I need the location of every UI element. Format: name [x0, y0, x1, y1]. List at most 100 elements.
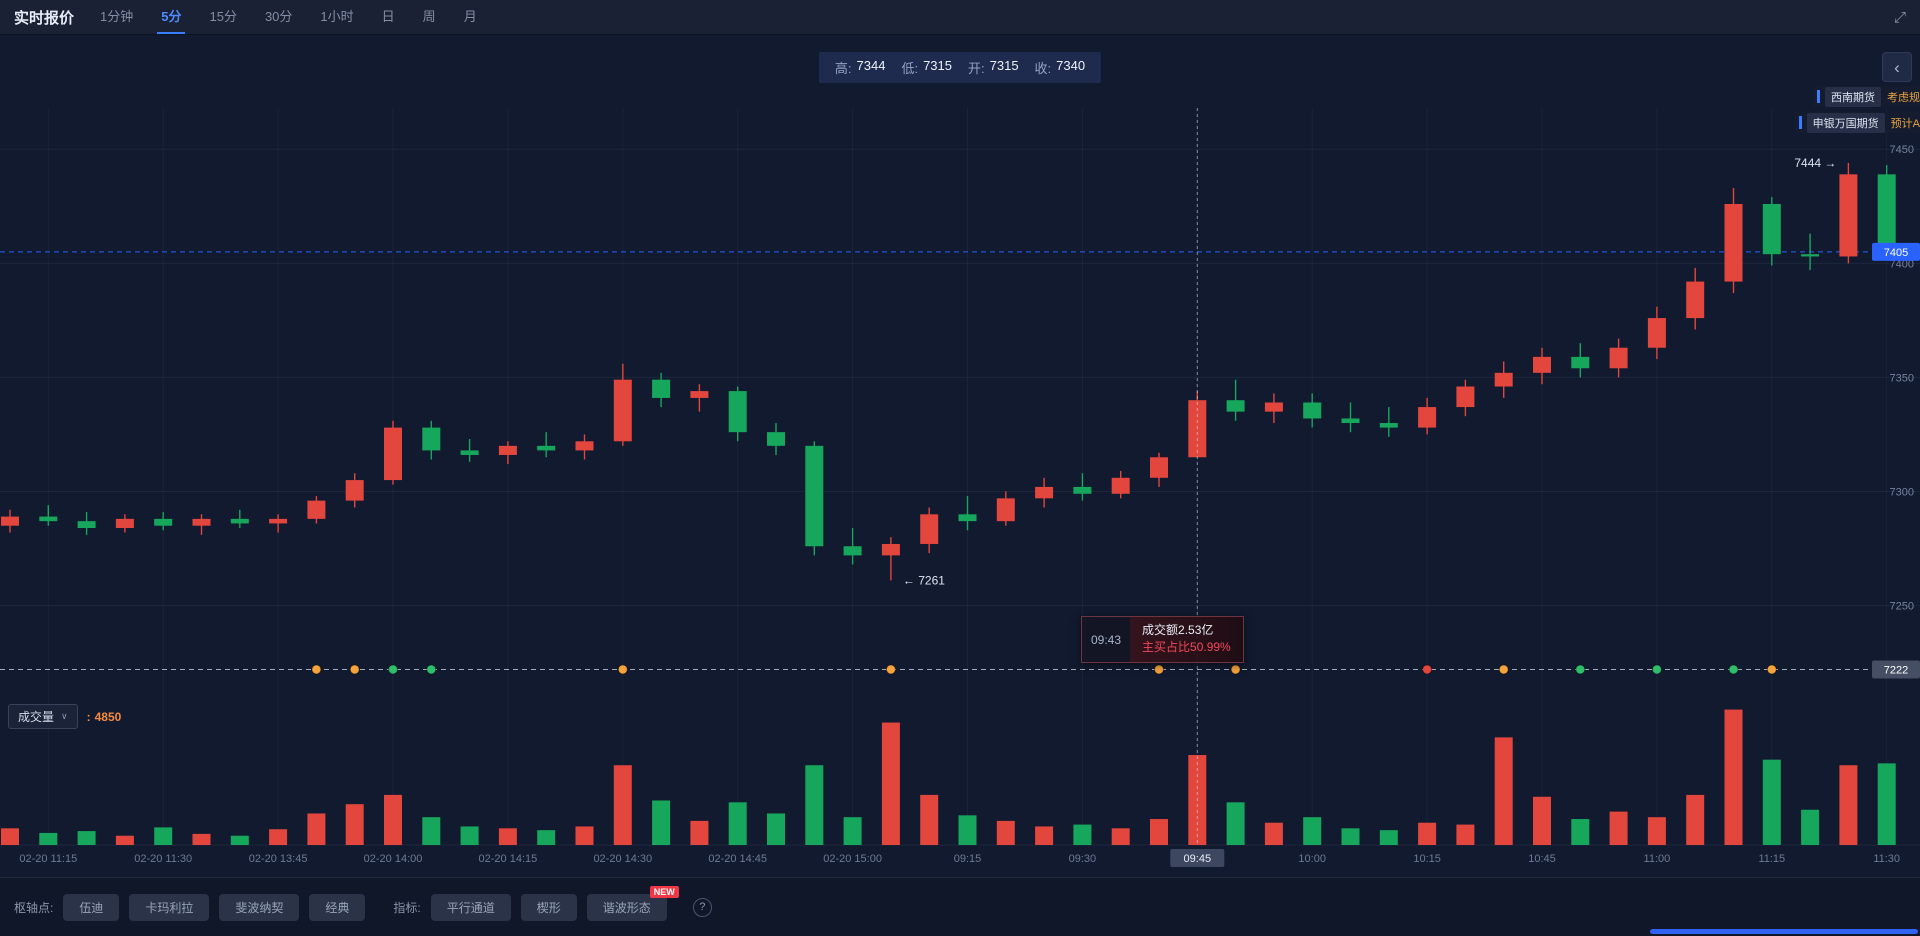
time-axis-label: 10:45 — [1528, 853, 1556, 865]
time-axis-label: 11:15 — [1758, 853, 1785, 865]
signal-marker[interactable] — [1767, 665, 1776, 674]
signal-marker[interactable] — [1652, 665, 1661, 674]
volume-bar — [193, 834, 211, 845]
help-icon[interactable]: ? — [693, 898, 712, 917]
indicator-parallel-channel-button[interactable]: 平行通道 — [431, 894, 511, 921]
volume-bar — [805, 765, 823, 845]
volume-bar — [576, 826, 594, 845]
candle-body — [1150, 457, 1168, 478]
time-axis-label: 02-20 11:30 — [134, 853, 192, 865]
candle-body — [1265, 403, 1283, 412]
time-axis-label: 09:15 — [954, 853, 982, 865]
topbar: 实时报价 1分钟 5分 15分 30分 1小时 日 周 月 ⤢ — [0, 0, 1920, 35]
candle-body — [39, 517, 57, 522]
tab-1min[interactable]: 1分钟 — [100, 0, 133, 34]
analyst-label-row[interactable]: 西南期货 考虑规 — [1813, 86, 1920, 107]
candle-body — [844, 546, 862, 555]
pivot-woodie-button[interactable]: 伍迪 — [63, 894, 119, 921]
indicator-wedge-button[interactable]: 楔形 — [521, 894, 577, 921]
indicator-harmonic-button[interactable]: 谐波形态 NEW — [587, 894, 667, 921]
tab-30min[interactable]: 30分 — [265, 0, 292, 34]
candle-body — [461, 450, 479, 455]
candle-body — [231, 519, 249, 524]
volume-indicator-dropdown[interactable]: 成交量 ∨ — [8, 704, 78, 729]
volume-bar — [1610, 812, 1628, 845]
volume-bar — [959, 815, 977, 845]
chevron-down-icon: ∨ — [61, 711, 68, 722]
ohlc-close: 收: 7340 — [1035, 58, 1086, 77]
volume-bar — [652, 800, 670, 845]
volume-bar — [920, 795, 938, 845]
candle-body — [1380, 423, 1398, 428]
candle-body — [499, 446, 517, 455]
candle-body — [1303, 403, 1321, 419]
candle-body — [690, 391, 708, 398]
crosshair-time-label: 09:45 — [1184, 853, 1212, 865]
time-axis-label: 10:15 — [1413, 853, 1441, 865]
analyst-label-row[interactable]: 申银万国期货 预计A — [1795, 112, 1920, 133]
signal-marker[interactable] — [1576, 665, 1585, 674]
volume-bar — [346, 804, 364, 845]
tab-month[interactable]: 月 — [464, 0, 477, 34]
tab-15min[interactable]: 15分 — [209, 0, 236, 34]
pivot-camarilla-button[interactable]: 卡玛利拉 — [129, 894, 209, 921]
signal-marker[interactable] — [389, 665, 398, 674]
volume-bar — [78, 831, 96, 845]
candle-body — [346, 480, 364, 501]
price-annotation: 7444 → — [1794, 156, 1836, 170]
volume-bar — [39, 833, 57, 845]
volume-bar — [269, 829, 287, 845]
signal-marker[interactable] — [1499, 665, 1508, 674]
candle-body — [1648, 318, 1666, 348]
signal-marker[interactable] — [1155, 665, 1164, 674]
signal-marker[interactable] — [1231, 665, 1240, 674]
volume-bar — [1878, 763, 1896, 845]
time-axis-label: 02-20 14:15 — [479, 853, 538, 865]
candle-body — [154, 519, 172, 526]
volume-bar — [1648, 817, 1666, 845]
pivot-fibonacci-button[interactable]: 斐波纳契 — [219, 894, 299, 921]
tab-1hour[interactable]: 1小时 — [320, 0, 353, 34]
candle-body — [1571, 357, 1589, 368]
tab-5min[interactable]: 5分 — [161, 0, 181, 34]
signal-marker[interactable] — [886, 665, 895, 674]
volume-bar — [422, 817, 440, 845]
candle-body — [307, 501, 325, 519]
new-badge: NEW — [650, 886, 679, 898]
signal-marker[interactable] — [427, 665, 436, 674]
signal-marker[interactable] — [1729, 665, 1738, 674]
volume-bar — [690, 821, 708, 845]
blue-accent-bar — [1817, 90, 1820, 103]
page-title: 实时报价 — [14, 7, 74, 28]
tab-day[interactable]: 日 — [382, 0, 395, 34]
signal-marker[interactable] — [1423, 665, 1432, 674]
fullscreen-icon[interactable]: ⤢ — [1894, 9, 1906, 26]
signal-marker[interactable] — [312, 665, 321, 674]
candle-body — [193, 519, 211, 526]
time-axis-label: 02-20 13:45 — [249, 853, 308, 865]
analyst-headline: 考虑规 — [1887, 89, 1920, 105]
signal-marker[interactable] — [618, 665, 627, 674]
candle-body — [1035, 487, 1053, 498]
tab-week[interactable]: 周 — [423, 0, 436, 34]
candle-body — [805, 446, 823, 546]
ohlc-high: 高: 7344 — [835, 58, 886, 77]
signal-marker[interactable] — [350, 665, 359, 674]
volume-bar — [1342, 828, 1360, 845]
collapse-panel-button[interactable]: ‹ — [1882, 52, 1912, 82]
pivot-classic-button[interactable]: 经典 — [309, 894, 365, 921]
horizontal-scrollbar[interactable] — [1650, 929, 1918, 934]
candle-body — [384, 428, 402, 480]
candle-body — [537, 446, 555, 451]
candle-body — [729, 391, 747, 432]
volume-bar — [1533, 797, 1551, 845]
candle-body — [1342, 418, 1360, 423]
candle-body — [116, 519, 134, 528]
volume-bar — [767, 813, 785, 845]
volume-bar — [1, 828, 19, 845]
volume-bar — [1418, 823, 1436, 845]
time-axis-label: 11:30 — [1873, 853, 1900, 865]
tooltip-body: 成交额2.53亿 主买占比50.99% — [1130, 617, 1243, 662]
volume-bar — [231, 836, 249, 845]
